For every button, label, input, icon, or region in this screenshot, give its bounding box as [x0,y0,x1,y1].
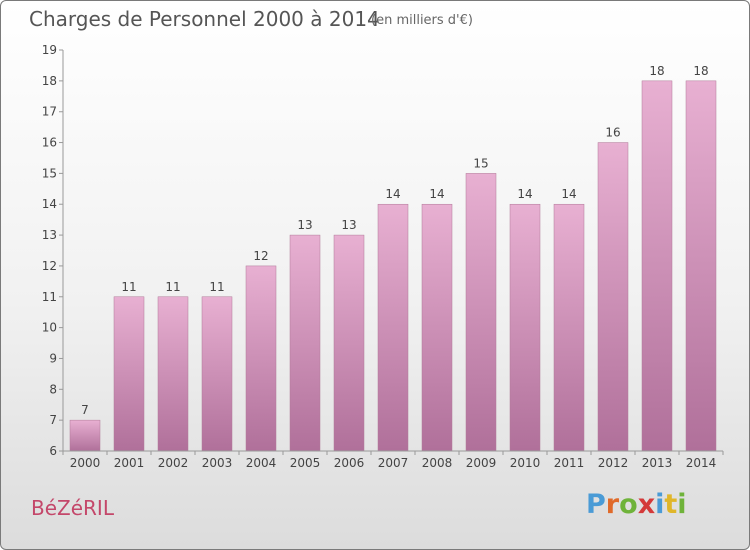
x-tick-label: 2005 [290,456,321,470]
bar [157,296,189,452]
chart-title: Charges de Personnel 2000 à 2014 [29,7,380,31]
y-tick-label: 11 [42,290,57,304]
bar [113,296,145,452]
x-tick-label: 2012 [598,456,629,470]
logo-letter: x [637,489,656,520]
x-tick-label: 2011 [554,456,585,470]
bar-value-label: 7 [81,403,89,417]
bar-value-label: 14 [517,187,532,201]
bar-value-label: 13 [341,218,356,232]
y-tick-label: 13 [42,228,57,242]
x-tick-label: 2007 [378,456,409,470]
y-tick-label: 16 [42,136,57,150]
bar-value-label: 15 [473,156,488,170]
bar-value-label: 11 [209,280,224,294]
bar-value-label: 18 [649,64,664,78]
y-tick-label: 7 [49,413,57,427]
commune-name: BéZéRIL [31,496,114,520]
y-tick-label: 19 [42,43,57,57]
bar [245,265,277,452]
bar [69,419,101,452]
logo-letter: t [664,489,678,520]
bar-value-label: 14 [561,187,576,201]
bar-value-label: 18 [693,64,708,78]
x-tick-label: 2014 [686,456,717,470]
bar-value-label: 13 [297,218,312,232]
bar [597,142,629,452]
chart-subtitle: (en milliers d'€) [371,13,473,28]
y-tick-label: 6 [49,444,57,458]
bar-value-label: 11 [165,280,180,294]
y-tick-label: 17 [42,105,57,119]
x-tick-label: 2009 [466,456,497,470]
logo-letter: o [619,489,638,520]
bar [685,80,717,452]
bar [641,80,673,452]
proxiti-logo: Proxiti [586,489,687,520]
x-tick-label: 2001 [114,456,145,470]
bar [377,203,409,452]
bar-value-label: 11 [121,280,136,294]
bar [465,173,497,452]
bar [509,203,541,452]
x-tick-label: 2006 [334,456,365,470]
y-tick-label: 18 [42,74,57,88]
logo-letter: r [605,489,620,520]
x-tick-label: 2004 [246,456,277,470]
bar-value-label: 14 [385,187,400,201]
y-tick-label: 14 [42,197,57,211]
x-tick-label: 2008 [422,456,453,470]
bar-value-label: 14 [429,187,444,201]
bar-value-label: 16 [605,126,620,140]
y-tick-label: 10 [42,321,57,335]
y-tick-label: 9 [49,351,57,365]
x-tick-label: 2000 [70,456,101,470]
bar [289,234,321,452]
logo-letter: P [586,489,606,520]
x-tick-label: 2013 [642,456,673,470]
bar [201,296,233,452]
x-tick-label: 2002 [158,456,189,470]
bar [421,203,453,452]
logo-letter: i [655,489,665,520]
y-tick-label: 15 [42,166,57,180]
x-tick-label: 2003 [202,456,233,470]
y-tick-label: 8 [49,382,57,396]
logo-letter: i [677,489,687,520]
bar [333,234,365,452]
bar-value-label: 12 [253,249,268,263]
bar [553,203,585,452]
y-tick-label: 12 [42,259,57,273]
x-tick-label: 2010 [510,456,541,470]
